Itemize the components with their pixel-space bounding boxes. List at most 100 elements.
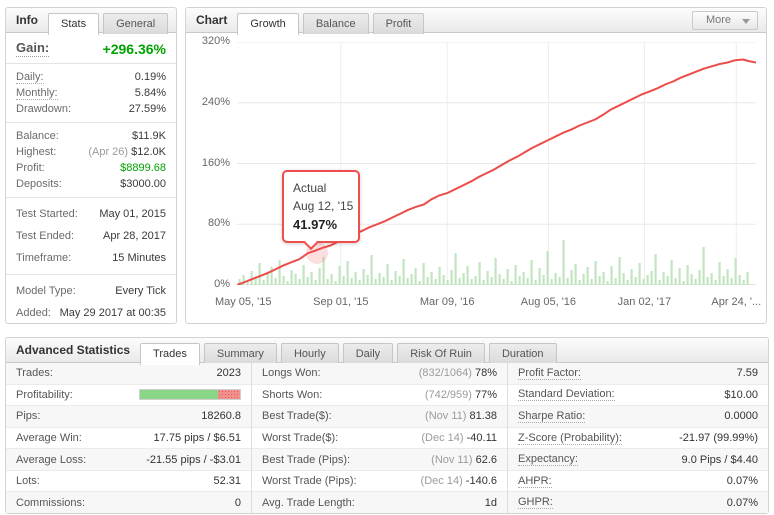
stat-label: Z-Score (Probability): [518,431,622,445]
stat-label: Average Loss: [16,453,87,466]
x-axis-tick: Mar 09, '16 [419,296,475,308]
y-axis-tick: 240% [201,95,230,108]
info-row-label: Monthly: [16,86,58,100]
tab-general[interactable]: General [103,13,169,34]
tab-daily[interactable]: Daily [342,343,394,364]
info-row: Test Ended: Apr 28, 2017 [16,225,166,247]
info-row: Timeframe: 15 Minutes [16,247,166,269]
stat-label: Commissions: [16,496,86,509]
stat-row: Best Trade($): (Nov 11) 81.38 [252,406,507,428]
value-muted-part: (Nov 11) [425,410,470,423]
tab-summary[interactable]: Summary [203,343,277,364]
chart-plot-area[interactable] [236,41,757,286]
stat-row: Expectancy: 9.0 Pips / $4.40 [508,449,768,471]
stat-row: Sharpe Ratio: 0.0000 [508,406,768,428]
info-row: Profit: $8899.68 [16,160,166,176]
x-axis-tick: Sep 01, '15 [313,296,369,308]
tab-duration[interactable]: Duration [488,343,557,364]
info-row-value: May 01, 2015 [99,208,166,220]
info-group: Daily: 0.19% Monthly: 5.84% Drawdown: 27.59% [6,64,176,123]
stat-row: AHPR: 0.07% [508,471,768,493]
stat-label: Longs Won: [262,367,321,380]
tooltip-date: Aug 12, '15 [293,199,354,213]
stat-value: 2023 [216,367,241,380]
value-muted-part: (742/959) [424,388,475,401]
info-row-label: Drawdown: [16,103,72,115]
tooltip-value: 41.97% [293,217,338,232]
info-row-label: Balance: [16,130,59,142]
info-row-value: May 29 2017 at 00:35 [59,307,166,319]
stat-label: Standard Deviation: [518,388,615,402]
info-group: Test Started: May 01, 2015 Test Ended: Apr … [6,198,176,275]
stat-label: Worst Trade($): [262,432,339,445]
stat-value: 9.0 Pips / $4.40 [681,453,758,466]
tab-balance[interactable]: Balance [302,13,369,34]
info-group: Model Type: Every Tick Added: May 29 2017 a… [6,275,176,329]
stats-tabs: Trades Summary Hourly Daily Risk Of Ruin Dura… [140,343,560,365]
info-row-label: Model Type: [16,285,76,297]
stat-row: Average Loss: -21.55 pips / -$3.01 [6,449,251,471]
stat-label: Average Win: [16,432,82,445]
tab-trades[interactable]: Trades [140,343,200,365]
tab-risk-of-ruin[interactable]: Risk Of Ruin [397,343,485,364]
chart-panel-header: Chart Growth Balance Profit More [186,8,766,35]
stat-row: Lots: 52.31 [6,471,251,493]
stat-value: (832/1064) 78% [418,367,497,380]
info-row-value: Every Tick [115,285,166,297]
stat-value: $10.00 [724,388,758,401]
info-row: Added: May 29 2017 at 00:35 [16,302,166,324]
tab-profit[interactable]: Profit [372,13,425,34]
chevron-down-icon [742,19,750,24]
value-muted-part: (Apr 26) [88,146,132,158]
growth-line [236,58,757,286]
stat-column: Longs Won: (832/1064) 78% Shorts Won: (742/… [251,363,507,514]
info-row: Monthly: 5.84% [16,85,166,101]
info-row-label: Highest: [16,146,57,158]
stat-row: Pips: 18260.8 [6,406,251,428]
stat-row: GHPR: 0.07% [508,492,768,514]
tab-growth[interactable]: Growth [237,13,299,35]
stat-row: Shorts Won: (742/959) 77% [252,385,507,407]
stat-value: (742/959) 77% [424,388,497,401]
gain-row: Gain: +296.36% [6,33,176,64]
info-row-value: 0.19% [134,71,166,83]
info-row-value: $8899.68 [120,162,166,174]
stat-row: Avg. Trade Length: 1d [252,492,507,514]
stat-row: Worst Trade($): (Dec 14) -40.11 [252,428,507,450]
stat-label: Lots: [16,475,40,488]
advanced-statistics-title: Advanced Statistics [16,343,131,357]
stat-label: GHPR: [518,496,553,510]
stat-value: (Dec 14) -40.11 [421,432,497,445]
stat-row: Z-Score (Probability): -21.97 (99.99%) [508,428,768,450]
stat-row: Best Trade (Pips): (Nov 11) 62.6 [252,449,507,471]
more-button-label: More [705,14,731,26]
more-button[interactable]: More [691,11,758,30]
info-row-label: Test Started: [16,208,78,220]
stats-panel-header: Advanced Statistics Trades Summary Hourly D… [6,338,768,365]
stat-label: Profitability: [16,388,73,401]
stat-label: Worst Trade (Pips): [262,475,357,488]
volume-bars [238,240,749,285]
stat-value: -21.97 (99.99%) [679,432,758,445]
stat-label: Sharpe Ratio: [518,409,586,423]
x-axis-tick: May 05, '15 [214,296,272,308]
stat-value: (Dec 14) -140.6 [420,475,497,488]
tab-stats[interactable]: Stats [48,13,100,35]
y-axis-tick: 80% [207,217,230,230]
stat-row: Profit Factor: 7.59 [508,363,768,385]
value-muted-part: (Nov 11) [431,453,476,466]
info-panel-header: Info Stats General [6,8,176,35]
stat-label: Shorts Won: [262,388,323,401]
stat-value: (Nov 11) 62.6 [431,453,497,466]
stat-column: Profit Factor: 7.59 Standard Deviation: $10… [507,363,768,514]
stat-row: Standard Deviation: $10.00 [508,385,768,407]
gain-label: Gain: [16,40,50,57]
info-row-value: 5.84% [134,87,166,99]
stat-label: Expectancy: [518,453,578,467]
value-muted-part: (832/1064) [418,367,475,380]
stat-label: Best Trade (Pips): [262,453,351,466]
info-row-value: 27.59% [128,103,166,115]
tab-hourly[interactable]: Hourly [280,343,339,364]
stat-row: Average Win: 17.75 pips / $6.51 [6,428,251,450]
info-row-value: $3000.00 [120,178,166,190]
